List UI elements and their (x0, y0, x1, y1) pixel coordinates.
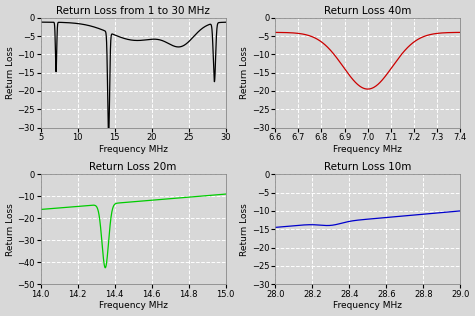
X-axis label: Frequency MHz: Frequency MHz (98, 145, 168, 154)
Y-axis label: Return Loss: Return Loss (6, 46, 15, 99)
Title: Return Loss 40m: Return Loss 40m (324, 6, 411, 15)
Title: Return Loss 10m: Return Loss 10m (324, 162, 411, 172)
Y-axis label: Return Loss: Return Loss (6, 203, 15, 256)
X-axis label: Frequency MHz: Frequency MHz (98, 301, 168, 310)
Title: Return Loss 20m: Return Loss 20m (89, 162, 177, 172)
Title: Return Loss from 1 to 30 MHz: Return Loss from 1 to 30 MHz (56, 6, 210, 15)
Y-axis label: Return Loss: Return Loss (240, 46, 249, 99)
Y-axis label: Return Loss: Return Loss (240, 203, 249, 256)
X-axis label: Frequency MHz: Frequency MHz (333, 145, 402, 154)
X-axis label: Frequency MHz: Frequency MHz (333, 301, 402, 310)
